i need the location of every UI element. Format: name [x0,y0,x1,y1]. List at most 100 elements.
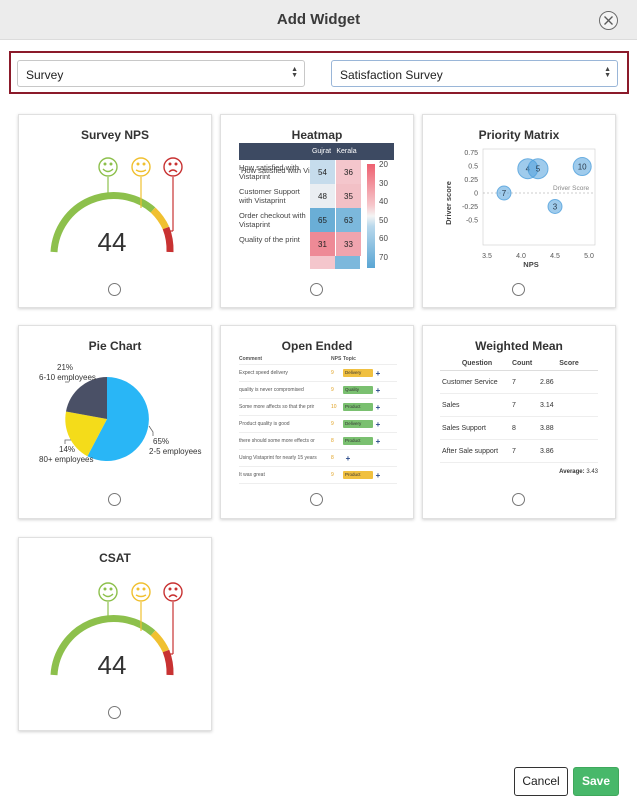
add-topic-icon[interactable]: + [375,470,381,480]
pm-point [496,185,512,201]
widget-radio[interactable] [108,493,121,506]
heatmap-footer-strip [310,256,360,269]
oe-nps: 9 [331,370,334,376]
pm-point-label: 3 [553,203,558,212]
wm-question: Sales [442,401,460,409]
source-select[interactable]: Survey ▲ ▼ [17,60,305,87]
wm-count: 8 [512,424,516,432]
add-topic-icon[interactable]: + [375,419,381,429]
heatmap-chart: How satisfied with Vistaprint [241,166,335,175]
oe-nps: 9 [331,472,334,478]
add-topic-icon[interactable]: + [375,436,381,446]
wm-row: Sales 7 3.14 [440,394,598,417]
add-topic-icon[interactable]: + [375,385,381,395]
oe-header: Comment [239,356,263,362]
widget-title: Priority Matrix [478,128,560,142]
pm-x-tick: 4.0 [516,253,526,260]
wm-score: 2.86 [540,378,554,386]
heatmap-scale-label: 70 [379,252,388,262]
heatmap-cell: 35 [336,184,361,208]
wm-score: 3.14 [540,401,554,409]
heatmap-cell: 33 [336,232,361,256]
heatmap-col-header: Gujrat [309,143,334,160]
weighted-mean-table: Question Count Score Customer Service 7 2.… [440,356,598,475]
sad-face-icon [163,582,183,602]
widget-radio[interactable] [310,283,323,296]
oe-row: Product quality is good 9 Delivery + [239,416,397,433]
widget-card-heatmap[interactable]: Heatmap Gujrat Kerala How satisfied with… [220,114,414,308]
wm-row: Customer Service 7 2.86 [440,371,598,394]
select-arrows-icon: ▲ ▼ [291,66,298,79]
pm-y-tick: -0.25 [462,204,478,211]
wm-question: Customer Service [442,378,498,386]
pm-y-tick: 0.25 [464,177,478,184]
oe-topic-tag[interactable]: Delivery [343,420,373,428]
pm-point-label: 7 [502,189,507,198]
heatmap-row-labels: How satisfied with Vistaprint Customer S… [239,160,311,256]
wm-header: Count [512,359,533,367]
oe-comment: there should some more effects or [239,438,315,444]
neutral-face-icon [131,157,151,177]
widget-card-survey-nps[interactable]: Survey NPS 44 [18,114,212,308]
oe-nps: 8 [331,455,334,461]
oe-topic-tag[interactable]: Quality [343,386,373,394]
heatmap-cell: 54 [310,160,335,184]
pm-x-axis-label: NPS [523,260,538,269]
add-topic-icon[interactable]: + [375,402,381,412]
heatmap-row-label: Quality of the print [239,235,300,244]
oe-header: Topic [343,356,356,362]
wm-average-label: Average: [559,469,585,475]
heatmap-row: 54 36 [309,160,361,184]
oe-topic-tag[interactable]: Delivery [343,369,373,377]
wm-average: Average: 3.43 [440,469,598,475]
widget-radio[interactable] [310,493,323,506]
widget-card-weighted-mean[interactable]: Weighted Mean Question Count Score Custo… [422,325,616,519]
oe-comment: Using Vistaprint for nearly 15 years [239,455,317,461]
oe-topic-tag[interactable]: Product [343,403,373,411]
widget-card-pie-chart[interactable]: Pie Chart 65% 2-5 employees 14% 80+ empl… [18,325,212,519]
heatmap-scale-labels: 20 30 40 50 60 70 [379,160,399,271]
widget-card-priority-matrix[interactable]: Priority Matrix Driver score NPS Driver … [422,114,616,308]
pm-y-tick: -0.5 [466,218,478,225]
csat-gauge: 44 [50,582,183,680]
pie-slice-80-employees [65,411,107,457]
pm-point-label: 5 [536,165,541,174]
widget-card-csat[interactable]: CSAT 44 [18,537,212,731]
heatmap-row: 31 33 [309,232,361,256]
pm-x-tick: 4.5 [550,253,560,260]
sad-face-icon [163,157,183,177]
widget-radio[interactable] [108,283,121,296]
pm-point [527,158,549,180]
widget-title: Weighted Mean [475,339,563,353]
wm-count: 7 [512,447,516,455]
heatmap-cell: 65 [310,208,335,232]
pm-y-axis-label: Driver score [444,181,453,225]
widget-radio[interactable] [512,493,525,506]
oe-topic-tag[interactable]: Product [343,437,373,445]
dialog-header: Add Widget [0,0,637,40]
pie-chart: 65% 2-5 employees 14% 80+ employees 21% … [39,363,201,464]
save-button[interactable]: Save [573,767,619,796]
wm-question: After Sale support [442,447,499,455]
heatmap-scale-label: 30 [379,178,388,188]
add-topic-icon[interactable]: + [345,453,351,463]
select-arrows-icon: ▲ ▼ [604,66,611,79]
heatmap-scale-label: 60 [379,234,388,243]
widget-title: CSAT [99,551,131,565]
nps-gauge: 44 [50,157,183,257]
oe-row: It was great 9 Product + [239,467,397,484]
filter-bar: Survey ▲ ▼ Satisfaction Survey ▲ ▼ [9,51,629,94]
close-button[interactable] [599,11,618,30]
happy-face-icon [98,157,118,177]
pie-slice-6-10-employees [66,377,107,419]
widget-radio[interactable] [108,706,121,719]
widget-card-open-ended[interactable]: Open Ended Comment NPS Topic Expect spee… [220,325,414,519]
add-topic-icon[interactable]: + [375,368,381,378]
wm-score: 3.86 [540,447,554,455]
heatmap-scale-label: 50 [379,215,388,225]
cancel-button[interactable]: Cancel [514,767,568,796]
widget-radio[interactable] [512,283,525,296]
happy-face-icon [98,582,118,602]
oe-topic-tag[interactable]: Product [343,471,373,479]
survey-select[interactable]: Satisfaction Survey ▲ ▼ [331,60,618,87]
